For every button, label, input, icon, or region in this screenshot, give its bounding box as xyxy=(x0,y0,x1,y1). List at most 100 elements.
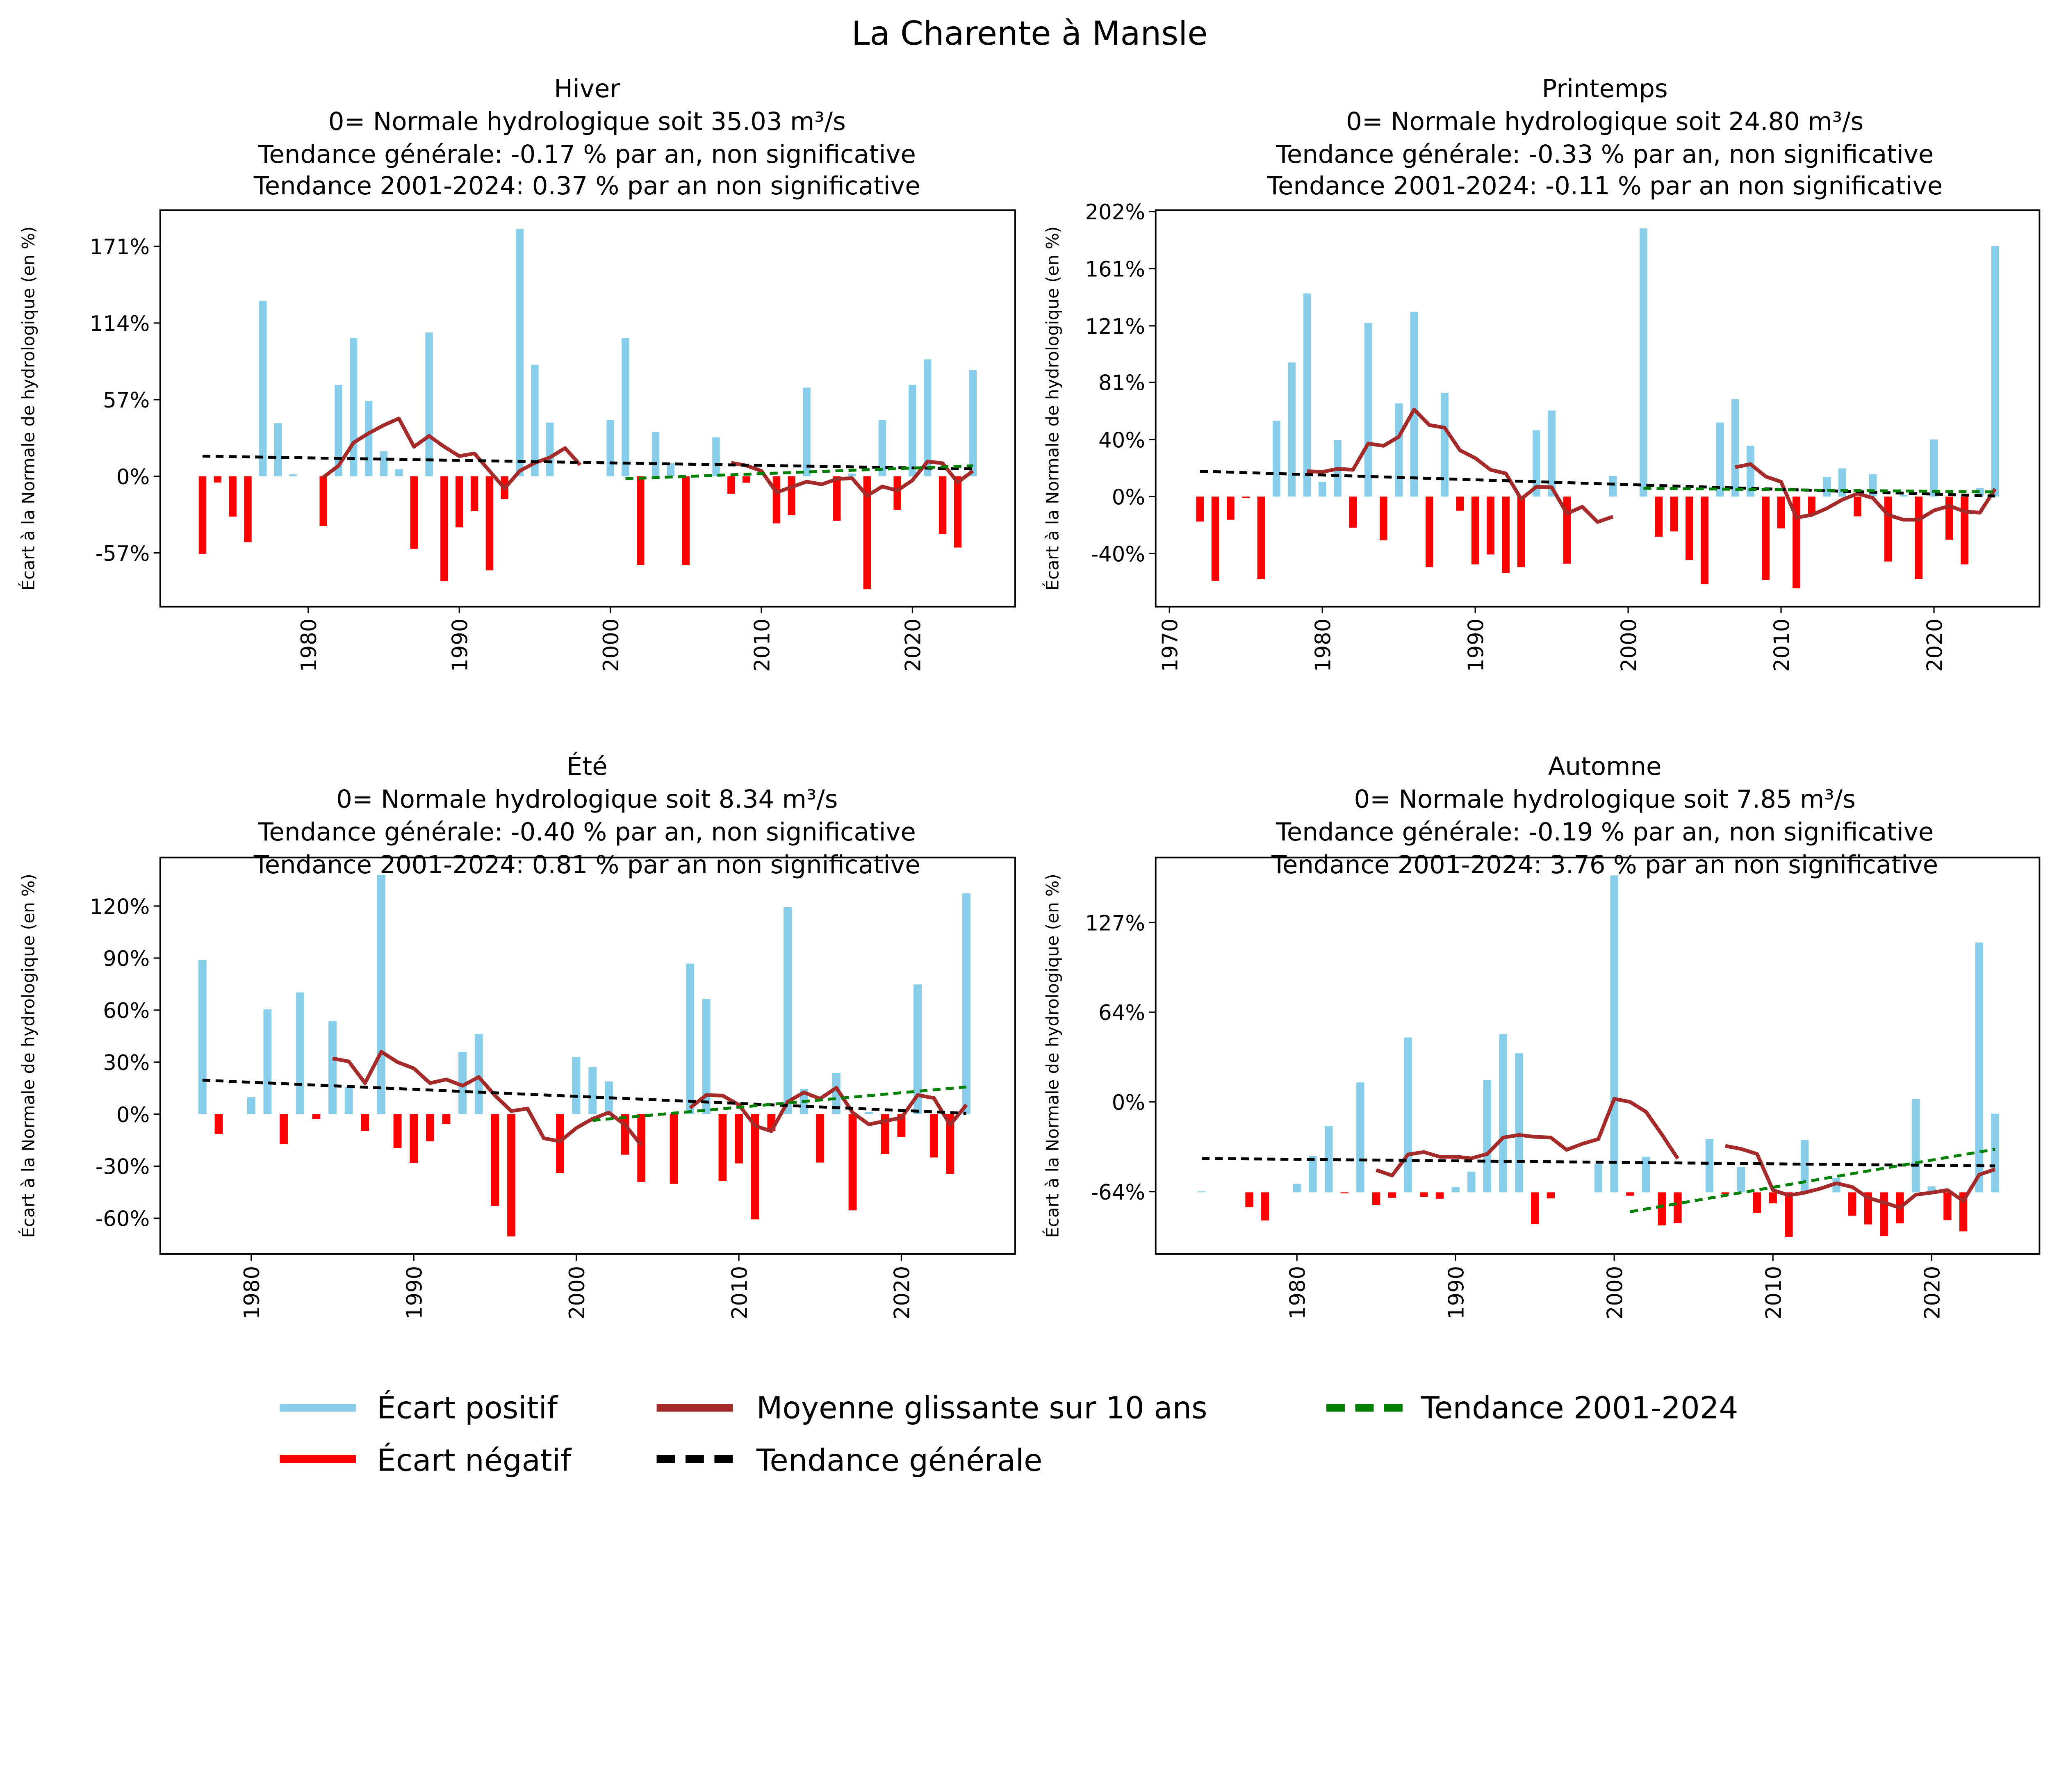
bar-negative xyxy=(1785,1192,1793,1237)
bar-negative xyxy=(1372,1192,1380,1205)
bar-positive xyxy=(380,451,388,476)
moving-average-line xyxy=(332,1050,643,1147)
bar-negative xyxy=(621,1114,629,1155)
bar-negative xyxy=(410,476,418,549)
bar-positive xyxy=(1364,323,1372,497)
bar-positive xyxy=(1404,1037,1412,1193)
x-tick-label: 2010 xyxy=(750,619,774,672)
bar-negative xyxy=(1753,1192,1761,1213)
bar-negative xyxy=(1658,1192,1666,1225)
bar-negative xyxy=(1425,496,1433,567)
bar-positive xyxy=(572,1057,581,1114)
bar-positive xyxy=(606,420,614,476)
bar-negative xyxy=(1685,496,1693,560)
trend-general-line xyxy=(1200,469,1995,498)
panel-subtitle-normal: 0= Normale hydrologique soit 8.34 m³/s xyxy=(336,785,838,814)
bar-negative xyxy=(637,476,645,565)
y-tick-label: 30% xyxy=(103,1051,150,1075)
bar-negative xyxy=(1884,496,1892,562)
bar-negative xyxy=(1471,496,1479,565)
x-tick-label: 1990 xyxy=(448,619,472,672)
y-tick-label: 121% xyxy=(1085,314,1145,339)
bar-negative xyxy=(440,476,448,581)
bar-negative xyxy=(1380,496,1387,541)
moving-average-line xyxy=(322,417,582,490)
y-axis-label: Écart à la Normale de hydrologique (en %… xyxy=(1043,874,1063,1238)
bar-negative xyxy=(1420,1192,1428,1197)
bar-positive xyxy=(335,385,342,476)
bar-positive xyxy=(1198,1191,1206,1193)
bar-negative xyxy=(788,476,795,515)
bar-negative xyxy=(1769,1192,1777,1204)
y-tick-label: -57% xyxy=(96,542,150,566)
bar-negative xyxy=(319,476,327,526)
bar-positive xyxy=(247,1097,255,1114)
legend: Écart positif Écart négatif Moyenne glis… xyxy=(280,1390,1738,1478)
bar-positive xyxy=(1737,1167,1745,1193)
bar-positive xyxy=(364,401,373,476)
trend-recent-line xyxy=(1643,487,1995,494)
bar-positive xyxy=(1642,1157,1650,1193)
legend-label-negative: Écart négatif xyxy=(377,1443,572,1478)
moving-average-line xyxy=(1307,408,1614,524)
x-tick-label: 1990 xyxy=(1444,1266,1469,1319)
bar-negative xyxy=(312,1114,321,1119)
figure-title: La Charente à Mansle xyxy=(852,14,1208,52)
trend-general-line xyxy=(202,455,973,471)
y-tick-label: 202% xyxy=(1085,200,1145,225)
x-tick-label: 1980 xyxy=(1285,1266,1310,1319)
bar-negative xyxy=(426,1114,434,1142)
bar-negative xyxy=(1864,1192,1872,1225)
bar-negative xyxy=(833,476,841,521)
panel-title: Hiver xyxy=(554,75,620,103)
x-tick-label: 2020 xyxy=(1922,619,1947,672)
bar-positive xyxy=(1318,482,1326,497)
y-axis-label: Écart à la Normale de hydrologique (en %… xyxy=(1043,226,1063,590)
legend-label-moving-average: Moyenne glissante sur 10 ans xyxy=(756,1391,1207,1425)
plot-area: 202% 161% 121% 81% 40% 0% -40% 1970 1980 1990 2000… xyxy=(1085,200,2041,672)
bar-positive xyxy=(259,301,267,476)
bar-positive xyxy=(377,875,385,1114)
bar-positive xyxy=(1441,393,1449,497)
bar-negative xyxy=(742,476,750,483)
bar-positive xyxy=(458,1052,467,1114)
x-tick-label: 2000 xyxy=(599,619,624,672)
bar-positive xyxy=(1640,228,1647,497)
y-tick-label: -30% xyxy=(96,1155,150,1179)
y-tick-label: 81% xyxy=(1098,371,1145,396)
bar-negative xyxy=(214,476,221,483)
bar-negative xyxy=(229,476,237,517)
bar-positive xyxy=(1610,875,1618,1193)
panel-title: Automne xyxy=(1548,752,1662,781)
bar-negative xyxy=(1961,496,1968,565)
trend-recent-line xyxy=(1630,1148,1995,1214)
bar-positive xyxy=(1499,1034,1507,1193)
bar-negative xyxy=(735,1114,743,1164)
trend-general-line xyxy=(1201,1157,1995,1168)
bar-negative xyxy=(456,476,463,528)
x-tick-label: 1990 xyxy=(1464,619,1488,672)
bar-positive xyxy=(1911,1099,1920,1193)
bar-negative xyxy=(244,476,252,542)
x-tick-label: 2010 xyxy=(727,1266,752,1319)
bar-positive xyxy=(588,1067,597,1114)
moving-average-line xyxy=(1725,1144,1996,1210)
x-tick-label: 2020 xyxy=(901,619,926,672)
bar-positive xyxy=(1823,477,1831,497)
bar-positive xyxy=(1288,362,1296,497)
panel-subtitle-trend-recent: Tendance 2001-2024: 0.37 % par an non si… xyxy=(253,172,920,200)
bar-negative xyxy=(863,476,871,590)
x-tick-label: 1970 xyxy=(1158,619,1182,672)
bar-positive xyxy=(969,370,977,476)
panel-ete: Été 0= Normale hydrologique soit 8.34 m³… xyxy=(18,751,1016,1319)
panel-subtitle-trend: Tendance générale: -0.19 % par an, non s… xyxy=(1276,818,1934,847)
bar-negative xyxy=(1670,496,1678,532)
bar-negative xyxy=(1674,1192,1682,1223)
x-tick-label: 2000 xyxy=(1603,1266,1627,1319)
bar-positive xyxy=(395,469,403,476)
panel-subtitle-trend-recent: Tendance 2001-2024: -0.11 % par an non s… xyxy=(1266,172,1943,200)
bar-negative xyxy=(1435,1192,1444,1199)
y-tick-label: 90% xyxy=(103,947,150,971)
bar-positive xyxy=(848,474,856,476)
bar-negative xyxy=(1531,1192,1539,1224)
